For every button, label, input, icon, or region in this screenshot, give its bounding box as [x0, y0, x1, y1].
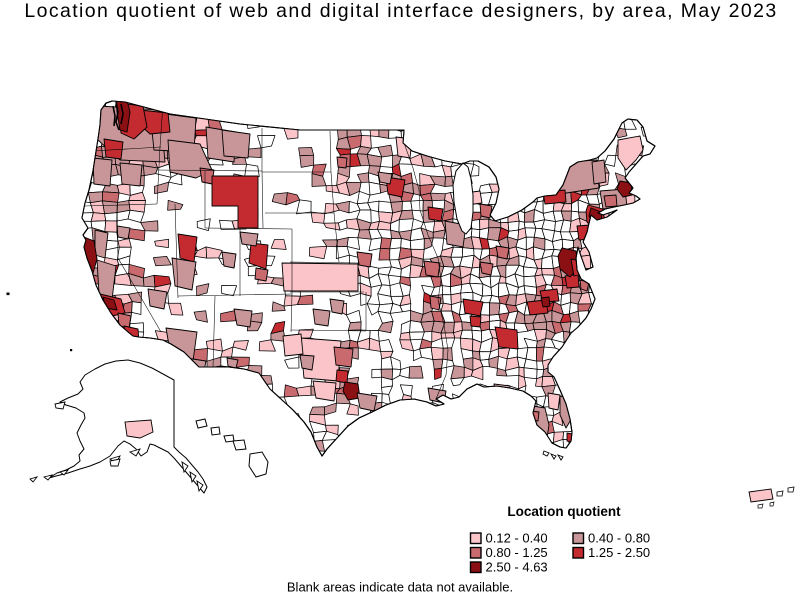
svg-text:0.40 - 0.80: 0.40 - 0.80	[588, 531, 650, 546]
svg-text:0.12 - 0.40: 0.12 - 0.40	[486, 531, 548, 546]
svg-text:1.25 - 2.50: 1.25 - 2.50	[588, 545, 650, 560]
svg-text:2.50 - 4.63: 2.50 - 4.63	[486, 560, 548, 575]
svg-text:Location quotient: Location quotient	[507, 504, 621, 519]
svg-text:Blank areas indicate data not: Blank areas indicate data not available.	[287, 580, 513, 595]
svg-text:0.80 - 1.25: 0.80 - 1.25	[486, 545, 548, 560]
svg-text:Location quotient of web and d: Location quotient of web and digital int…	[24, 0, 777, 22]
